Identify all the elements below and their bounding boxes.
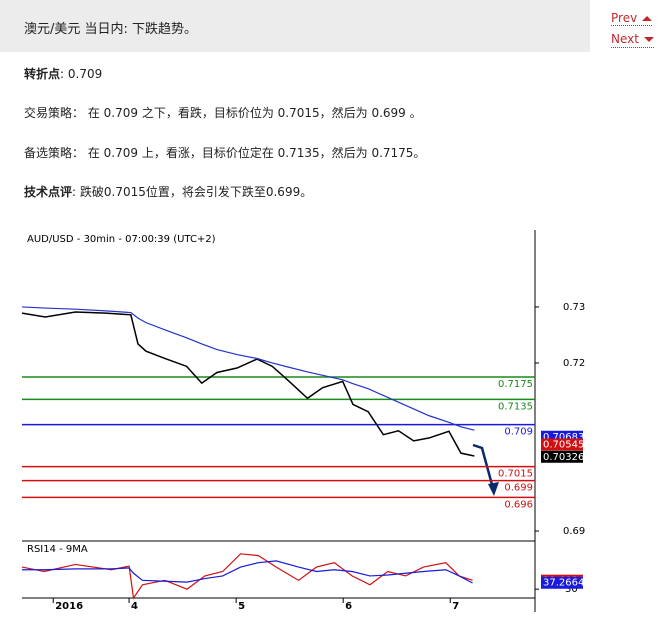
rsi-line bbox=[21, 553, 473, 600]
level-label: 0.7175 bbox=[498, 379, 533, 390]
prev-link[interactable]: Prev bbox=[611, 11, 653, 26]
price-line bbox=[21, 306, 475, 431]
label: 转折点 bbox=[24, 67, 61, 81]
price-tag-label: 37.2664 bbox=[543, 578, 584, 589]
price-line bbox=[21, 311, 475, 457]
level-label: 0.699 bbox=[504, 483, 533, 494]
text: : 跌破0.7015位置，将会引发下跌至0.699。 bbox=[72, 185, 313, 199]
x-tick-label: 5 bbox=[238, 601, 245, 612]
header: 澳元/美元 当日内: 下跌趋势。 bbox=[0, 0, 590, 52]
y-tick-label: 0.73 bbox=[563, 302, 585, 313]
paragraph: 交易策略： 在 0.709 之下，看跌，目标价位为 0.7015，然后为 0.6… bbox=[24, 104, 422, 121]
rsi-tick-label: 30 bbox=[565, 584, 578, 595]
paragraph: 技术点评: 跌破0.7015位置，将会引发下跌至0.699。 bbox=[24, 183, 312, 200]
plot-area bbox=[22, 230, 535, 598]
price-tag bbox=[541, 450, 583, 463]
y-tick-label: 0.72 bbox=[563, 358, 585, 369]
paragraph: 转折点: 0.709 bbox=[24, 65, 102, 82]
label: 交易策略： bbox=[24, 106, 85, 120]
x-tick-label: 2016 bbox=[55, 601, 83, 612]
level-label: 0.7015 bbox=[498, 469, 533, 480]
price-tag-label: 0.70683 bbox=[543, 432, 584, 443]
text: 在 0.709 上，看涨，目标价位定在 0.7135，然后为 0.7175。 bbox=[87, 146, 426, 160]
x-tick-label: 7 bbox=[452, 601, 459, 612]
x-tick-label: 6 bbox=[345, 601, 352, 612]
rsi-line bbox=[22, 560, 473, 584]
price-tag bbox=[541, 438, 583, 451]
level-label: 0.696 bbox=[504, 499, 533, 510]
level-label: 0.709 bbox=[504, 427, 533, 438]
y-tick-label: 0.69 bbox=[563, 526, 585, 537]
header-title: 澳元/美元 当日内: 下跌趋势。 bbox=[24, 22, 198, 37]
label: 备选策略： bbox=[24, 146, 85, 160]
price-tag bbox=[541, 576, 583, 589]
level-label: 0.7135 bbox=[498, 401, 533, 412]
price-tag-label: 0.70545 bbox=[543, 439, 584, 450]
label: 技术点评 bbox=[24, 185, 73, 199]
text: : 0.709 bbox=[60, 67, 103, 81]
chart-title: AUD/USD - 30min - 07:00:39 (UTC+2) bbox=[27, 234, 216, 245]
x-tick-label: 4 bbox=[131, 601, 138, 612]
paragraph: 备选策略： 在 0.709 上，看涨，目标价位定在 0.7135，然后为 0.7… bbox=[24, 144, 425, 161]
next-link[interactable]: Next bbox=[611, 32, 654, 48]
rsi-title: RSI14 - 9MA bbox=[27, 544, 88, 555]
arrow-head bbox=[488, 482, 499, 496]
text: 在 0.709 之下，看跌，目标价位为 0.7015，然后为 0.699 。 bbox=[87, 106, 422, 120]
price-tag-label: 0.70326 bbox=[543, 452, 584, 463]
